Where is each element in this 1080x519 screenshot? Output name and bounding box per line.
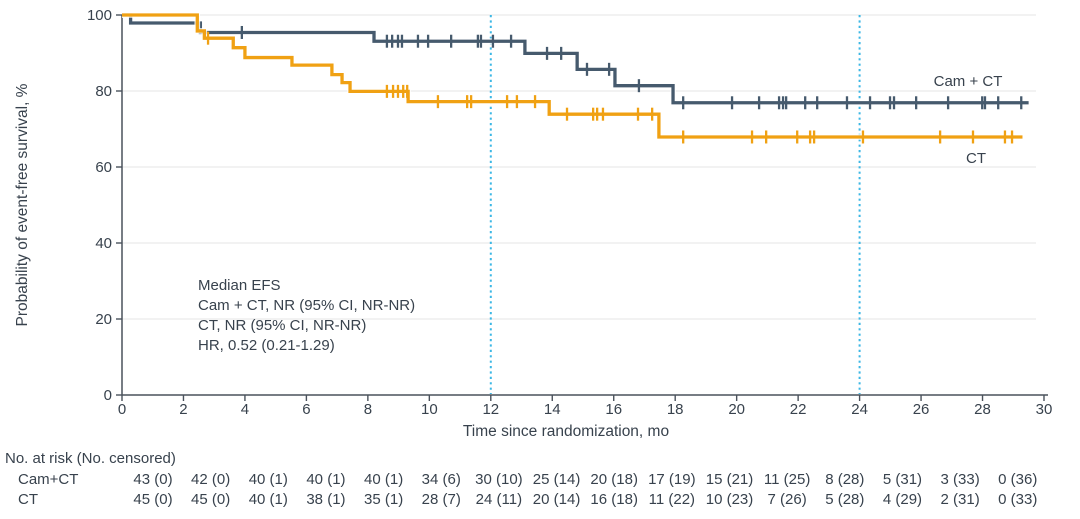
x-tick-label: 0: [118, 401, 126, 418]
risk-cell: 0 (33): [998, 491, 1038, 508]
risk-cell: 43 (0): [133, 471, 173, 488]
series-label-ct: CT: [966, 150, 986, 167]
risk-cell: 15 (21): [705, 471, 754, 488]
y-tick-label: 80: [95, 83, 112, 100]
risk-cell: 17 (19): [648, 471, 696, 488]
y-tick-label: 20: [95, 311, 112, 328]
risk-cell: 20 (18): [590, 471, 638, 488]
risk-cell: 25 (14): [532, 471, 581, 488]
x-tick-label: 16: [605, 401, 622, 418]
x-axis-title: Time since randomization, mo: [463, 423, 669, 440]
risk-cell: 10 (23): [705, 491, 754, 508]
risk-cell: 42 (0): [191, 471, 231, 488]
y-tick-label: 60: [95, 159, 112, 176]
risk-cell: 40 (1): [248, 471, 288, 488]
risk-cell: 45 (0): [133, 491, 173, 508]
annotation-line-cam-ct: Cam + CT, NR (95% CI, NR-NR): [198, 297, 415, 314]
risk-cell: 4 (29): [882, 491, 923, 508]
annotation-line-hr: HR, 0.52 (0.21-1.29): [198, 337, 335, 354]
y-tick-label: 40: [95, 235, 112, 252]
x-tick-label: 24: [851, 401, 868, 418]
annotation-line-ct: CT, NR (95% CI, NR-NR): [198, 317, 366, 334]
x-tick-label: 12: [482, 401, 499, 418]
risk-cell: 2 (31): [940, 491, 980, 508]
risk-cell: 35 (1): [364, 491, 404, 508]
risk-cell: 7 (26): [767, 491, 807, 508]
risk-cell: 45 (0): [191, 491, 231, 508]
x-tick-label: 14: [544, 401, 561, 418]
series-path-cam-ct: [122, 13, 1029, 105]
y-tick-label: 100: [87, 7, 112, 24]
series-path-ct: [122, 13, 1023, 139]
x-tick-label: 18: [667, 401, 684, 418]
x-tick-label: 6: [302, 401, 310, 418]
risk-cell: 38 (1): [306, 491, 346, 508]
risk-cell: 16 (18): [590, 491, 638, 508]
x-tick-label: 28: [974, 401, 991, 418]
x-tick-label: 4: [241, 401, 249, 418]
risk-cell: 34 (6): [421, 471, 461, 488]
x-tick-label: 20: [728, 401, 745, 418]
y-axis-title: Probability of event-free survival, %: [14, 83, 31, 326]
risk-cell: 40 (1): [364, 471, 404, 488]
series-label-cam-ct: Cam + CT: [934, 73, 1003, 90]
x-tick-label: 10: [421, 401, 438, 418]
risk-cell: 30 (10): [475, 471, 523, 488]
y-tick-label: 0: [104, 387, 112, 404]
risk-cell: 0 (36): [998, 471, 1038, 488]
x-tick-label: 22: [790, 401, 807, 418]
risk-cell: 20 (14): [532, 491, 581, 508]
risk-cell: 5 (28): [825, 491, 865, 508]
x-tick-label: 26: [913, 401, 930, 418]
risk-cell: 8 (28): [825, 471, 865, 488]
x-tick-label: 2: [179, 401, 187, 418]
annotation-line-median: Median EFS: [198, 277, 281, 294]
risk-row-label-cam-ct: Cam+CT: [18, 471, 79, 488]
x-tick-label: 8: [364, 401, 372, 418]
risk-cell: 11 (22): [648, 491, 696, 508]
x-tick-label: 30: [1036, 401, 1053, 418]
risk-cell: 24 (11): [475, 491, 523, 508]
risk-cell: 40 (1): [306, 471, 346, 488]
risk-table-header: No. at risk (No. censored): [5, 450, 176, 467]
risk-cell: 5 (31): [882, 471, 923, 488]
risk-cell: 3 (33): [940, 471, 980, 488]
risk-cell: 11 (25): [763, 471, 811, 488]
risk-row-label-ct: CT: [18, 491, 38, 508]
risk-cell: 28 (7): [421, 491, 461, 508]
risk-cell: 40 (1): [248, 491, 288, 508]
